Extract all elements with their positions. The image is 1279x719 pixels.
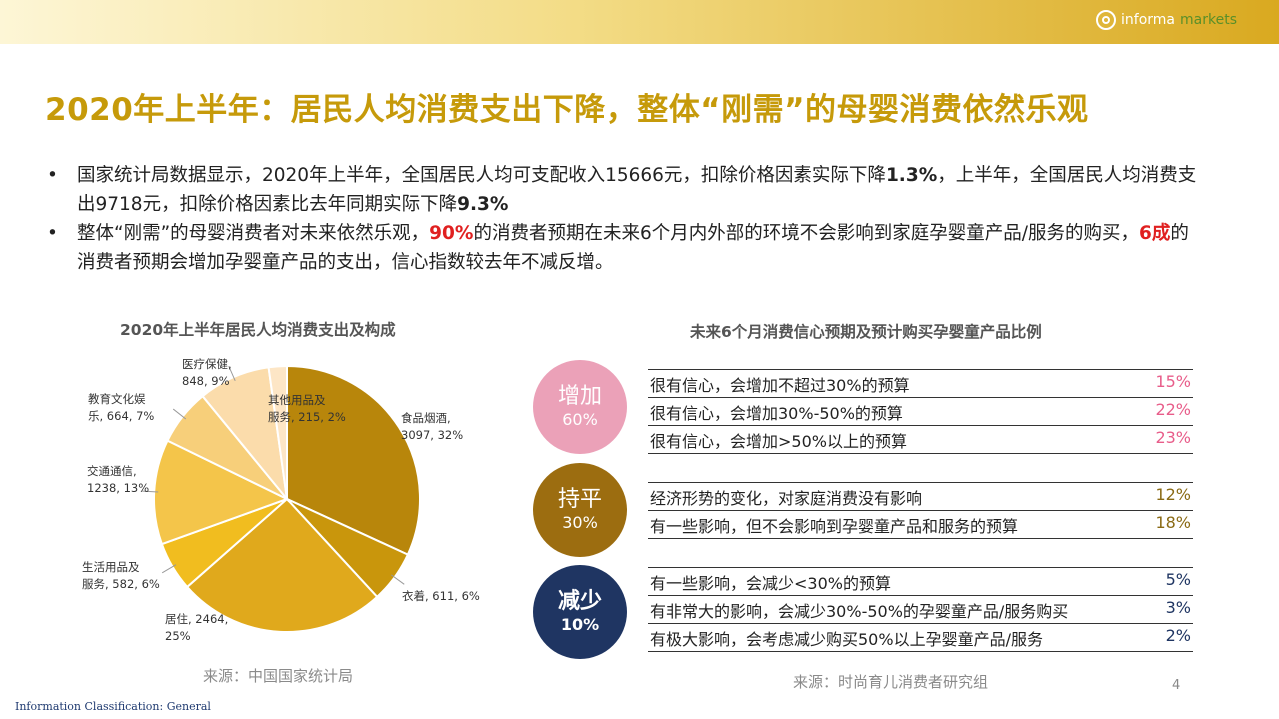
table-row: 有极大影响，会考虑减少购买50%以上孕婴童产品/服务 2% [648,623,1193,652]
pie-label-6: 教育文化娱乐, 664, 7% [88,391,154,425]
right-source: 来源：时尚育儿消费者研究组 [793,673,989,691]
pie-label-2: 衣着, 611, 6% [402,588,480,605]
logo-text-informa: informa [1121,12,1176,28]
row-value: 23% [1155,428,1191,447]
group-circle-2: 持平 30% [533,463,627,557]
classification-footer: Information Classification: General [15,700,211,713]
pie-label-5-line-2: 1238, 13% [87,481,150,495]
pie-label-3-line-2: 25% [165,629,191,643]
row-label: 很有信心，会增加>50%以上的预算 [650,432,907,451]
bullet-2-value-b: 6成 [1138,223,1171,244]
pie-leader-line-2 [391,574,405,585]
row-value: 18% [1155,513,1191,532]
pie-label-2-line-1: 衣着, 611, 6% [402,589,480,603]
logo-text-markets: markets [1180,12,1237,28]
pie-label-3: 居住, 2464, 25% [165,611,228,645]
pie-label-1: 食品烟酒, 3097, 32% [401,410,463,444]
table-row: 经济形势的变化，对家庭消费没有影响 12% [648,482,1193,511]
bullet-1: 国家统计局数据显示，2020年上半年，全国居民人均可支配收入15666元，扣除价… [45,161,1205,219]
bullet-1-text-a: 国家统计局数据显示，2020年上半年，全国居民人均可支配收入15666元，扣除价… [77,165,886,186]
pie-label-6-line-1: 教育文化娱 [88,392,146,406]
pie-slice-4 [160,498,288,589]
pie-label-8: 其他用品及服务, 215, 2% [268,392,346,426]
pie-label-5-line-1: 交通通信, [87,464,137,478]
row-label: 很有信心，会增加30%-50%的预算 [650,404,903,423]
bullet-2-text-a: 整体“刚需”的母婴消费者对未来依然乐观， [77,223,430,244]
row-value: 3% [1165,598,1191,617]
pie-label-1-line-1: 食品烟酒, [401,411,451,425]
pie-leader-line-6 [172,408,187,420]
pie-label-3-line-1: 居住, 2464, [165,612,229,626]
group-top-rule [648,567,1193,568]
row-label: 有一些影响，会减少<30%的预算 [650,574,891,593]
row-value: 2% [1165,626,1191,645]
bullet-2-value-a: 90% [429,223,474,244]
pie-label-7-line-1: 医疗保健, [182,357,232,371]
pie-slice-5 [153,439,290,546]
pie-label-5: 交通通信, 1238, 13% [87,463,149,497]
bullet-1-text-b: ，上半年，全国居民人均消费支出9718元，扣除价格因素比去年同期实际下降 [77,165,1197,215]
row-value: 22% [1155,400,1191,419]
group-percent: 10% [560,615,600,634]
group-circle-1: 增加 60% [533,360,627,454]
pie-chart-title: 2020年上半年居民人均消费支出及构成 [120,321,396,339]
pie-label-4: 生活用品及服务, 582, 6% [82,559,160,593]
header-bar: informa markets [0,0,1279,44]
pie-slice-8 [267,364,288,500]
table-row: 很有信心，会增加>50%以上的预算 23% [648,425,1193,454]
group-name: 持平 [557,487,602,512]
group-name: 增加 [557,384,602,409]
bullet-1-value-b: 9.3% [457,194,509,215]
informa-markets-logo: informa markets [1096,10,1237,30]
group-name: 减少 [557,589,602,614]
bullet-2-text-b: 的消费者预期在未来6个月内外部的环境不会影响到家庭孕婴童产品/服务的购买， [473,223,1139,244]
pie-leader-line-4 [161,564,177,574]
pie-label-8-line-1: 其他用品及 [268,393,326,407]
bullet-list: 国家统计局数据显示，2020年上半年，全国居民人均可支配收入15666元，扣除价… [45,161,1205,277]
bullet-1-value-a: 1.3% [885,165,938,186]
pie-label-1-line-2: 3097, 32% [401,428,464,442]
row-label: 有非常大的影响，会减少30%-50%的孕婴童产品/服务购买 [650,602,1069,621]
confidence-chart-title: 未来6个月消费信心预期及预计购买孕婴童产品比例 [690,323,1042,341]
row-value: 15% [1155,372,1191,391]
pie-label-8-line-2: 服务, 215, 2% [268,410,346,424]
pie-label-4-line-2: 服务, 582, 6% [82,577,160,591]
table-row: 有一些影响，会减少<30%的预算 5% [648,567,1193,596]
table-row: 有非常大的影响，会减少30%-50%的孕婴童产品/服务购买 3% [648,595,1193,624]
row-label: 有一些影响，但不会影响到孕婴童产品和服务的预算 [650,517,1019,536]
row-label: 经济形势的变化，对家庭消费没有影响 [650,489,923,508]
group-top-rule [648,482,1193,483]
page-number: 4 [1172,678,1181,693]
pie-label-7-line-2: 848, 9% [182,374,230,388]
bullet-2: 整体“刚需”的母婴消费者对未来依然乐观，90%的消费者预期在未来6个月内外部的环… [45,219,1205,277]
row-label: 很有信心，会增加不超过30%的预算 [650,376,910,395]
row-label: 有极大影响，会考虑减少购买50%以上孕婴童产品/服务 [650,630,1043,649]
pie-label-6-line-2: 乐, 664, 7% [88,409,155,423]
left-source: 来源：中国国家统计局 [203,667,354,685]
group-circle-3: 减少 10% [533,565,627,659]
group-percent: 30% [562,513,598,532]
page-title: 2020年上半年：居民人均消费支出下降，整体“刚需”的母婴消费依然乐观 [45,92,1089,128]
pie-slice-2 [286,498,410,599]
table-row: 很有信心，会增加不超过30%的预算 15% [648,369,1193,398]
table-row: 很有信心，会增加30%-50%的预算 22% [648,397,1193,426]
row-value: 5% [1165,570,1191,589]
table-row: 有一些影响，但不会影响到孕婴童产品和服务的预算 18% [648,510,1193,539]
group-top-rule [648,369,1193,370]
row-value: 12% [1155,485,1191,504]
pie-label-4-line-1: 生活用品及 [82,560,140,574]
logo-swirl-icon [1096,10,1117,30]
group-percent: 60% [562,410,598,429]
bullet-2-text-c: 的消费者预期会增加孕婴童产品的支出，信心指数较去年不减反增。 [77,223,1189,273]
pie-label-7: 医疗保健, 848, 9% [182,356,232,390]
